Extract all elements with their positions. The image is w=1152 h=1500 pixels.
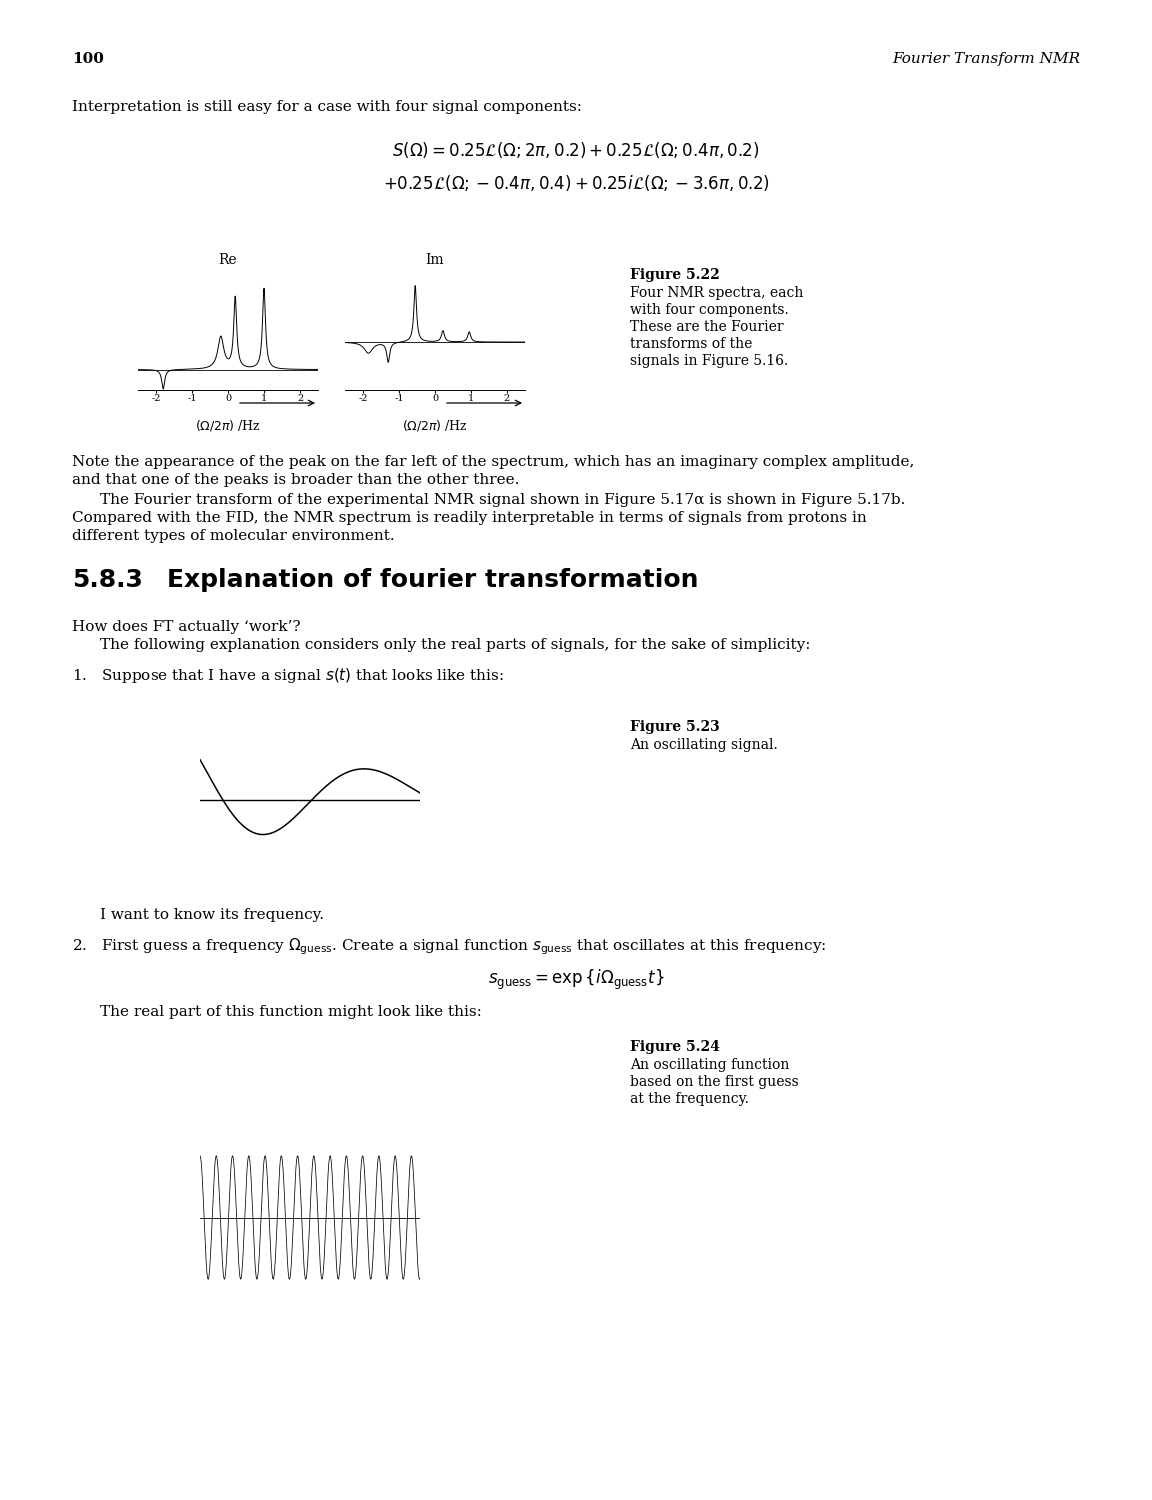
- Text: Compared with the FID, the NMR spectrum is readily interpretable in terms of sig: Compared with the FID, the NMR spectrum …: [71, 512, 866, 525]
- Text: based on the first guess: based on the first guess: [630, 1076, 798, 1089]
- Text: Figure 5.22: Figure 5.22: [630, 268, 720, 282]
- Text: 1.   Suppose that I have a signal $s(t)$ that looks like this:: 1. Suppose that I have a signal $s(t)$ t…: [71, 666, 505, 686]
- Text: 5.8.3: 5.8.3: [71, 568, 143, 592]
- Text: at the frequency.: at the frequency.: [630, 1092, 749, 1106]
- Text: How does FT actually ‘work’?: How does FT actually ‘work’?: [71, 620, 301, 634]
- Text: The real part of this function might look like this:: The real part of this function might loo…: [100, 1005, 482, 1019]
- Text: transforms of the: transforms of the: [630, 338, 752, 351]
- Text: 100: 100: [71, 53, 104, 66]
- Text: Re: Re: [219, 254, 237, 267]
- Text: $+0.25\mathcal{L}(\Omega; -0.4\pi, 0.4) + 0.25i\mathcal{L}(\Omega; -3.6\pi, 0.2): $+0.25\mathcal{L}(\Omega; -0.4\pi, 0.4) …: [382, 172, 770, 194]
- Text: I want to know its frequency.: I want to know its frequency.: [100, 908, 324, 922]
- Text: $S(\Omega) = 0.25\mathcal{L}(\Omega; 2\pi, 0.2) + 0.25\mathcal{L}(\Omega; 0.4\pi: $S(\Omega) = 0.25\mathcal{L}(\Omega; 2\p…: [393, 140, 759, 160]
- Text: The Fourier transform of the experimental NMR signal shown in Figure 5.17α is sh: The Fourier transform of the experimenta…: [100, 494, 905, 507]
- Text: An oscillating signal.: An oscillating signal.: [630, 738, 778, 752]
- Text: The following explanation considers only the real parts of signals, for the sake: The following explanation considers only…: [100, 638, 811, 652]
- Text: Note the appearance of the peak on the far left of the spectrum, which has an im: Note the appearance of the peak on the f…: [71, 454, 915, 470]
- Text: different types of molecular environment.: different types of molecular environment…: [71, 530, 395, 543]
- Text: An oscillating function: An oscillating function: [630, 1058, 789, 1072]
- Text: $(\Omega/2\pi)$ /Hz: $(\Omega/2\pi)$ /Hz: [195, 419, 260, 434]
- Text: Figure 5.24: Figure 5.24: [630, 1040, 720, 1054]
- Text: Interpretation is still easy for a case with four signal components:: Interpretation is still easy for a case …: [71, 100, 582, 114]
- Text: Im: Im: [426, 254, 445, 267]
- Text: 2.   First guess a frequency $\Omega_\mathrm{guess}$. Create a signal function $: 2. First guess a frequency $\Omega_\math…: [71, 936, 826, 957]
- Text: $(\Omega/2\pi)$ /Hz: $(\Omega/2\pi)$ /Hz: [402, 419, 468, 434]
- Text: Four NMR spectra, each: Four NMR spectra, each: [630, 286, 803, 300]
- Text: These are the Fourier: These are the Fourier: [630, 320, 783, 334]
- Text: signals in Figure 5.16.: signals in Figure 5.16.: [630, 354, 788, 368]
- Text: with four components.: with four components.: [630, 303, 789, 316]
- Text: Figure 5.23: Figure 5.23: [630, 720, 720, 734]
- Text: Fourier Transform NMR: Fourier Transform NMR: [892, 53, 1081, 66]
- Text: Explanation of fourier transformation: Explanation of fourier transformation: [167, 568, 698, 592]
- Text: $s_\mathrm{guess} = \exp\{i\Omega_\mathrm{guess}t\}$: $s_\mathrm{guess} = \exp\{i\Omega_\mathr…: [487, 968, 665, 992]
- Text: and that one of the peaks is broader than the other three.: and that one of the peaks is broader tha…: [71, 472, 520, 488]
